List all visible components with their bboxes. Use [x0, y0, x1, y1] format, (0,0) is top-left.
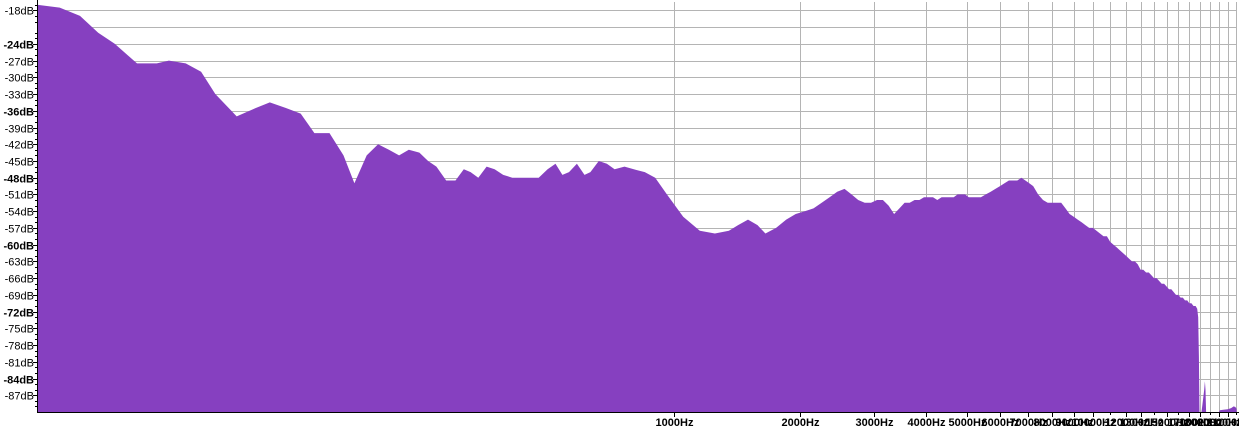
y-tick-label: -66dB	[5, 274, 34, 286]
y-tick-label: -84dB	[3, 375, 34, 387]
y-tick-label: -51dB	[5, 190, 34, 202]
x-tick-label: 3000Hz	[856, 417, 894, 428]
y-tick-label: -78dB	[5, 341, 34, 353]
x-tick-label: 21000Hz	[1206, 417, 1239, 428]
x-tick-label: 4000Hz	[908, 417, 946, 428]
y-tick-label: -87dB	[5, 391, 34, 403]
x-tick-label: 17000Hz	[1167, 417, 1212, 428]
y-tick-label: -36dB	[3, 107, 34, 119]
x-tick-label: 8000Hz	[1034, 417, 1072, 428]
x-tick-label: 1000Hz	[656, 417, 694, 428]
y-tick-label: -45dB	[5, 157, 34, 169]
x-axis: 1000Hz 2000Hz 3000Hz 4000Hz 5000Hz6000Hz7000…	[37, 412, 1239, 428]
x-tick-label: 6000Hz	[982, 417, 1020, 428]
x-tick-label: 15000Hz	[1145, 417, 1190, 428]
y-tick-label: -72dB	[3, 308, 34, 320]
x-tick-label: 12000Hz	[1104, 417, 1149, 428]
y-tick-label: -42dB	[5, 140, 34, 152]
y-tick-label: -27dB	[5, 57, 34, 69]
y-tick-label: -63dB	[5, 257, 34, 269]
y-tick-label: -57dB	[5, 224, 34, 236]
y-tick-label: -24dB	[3, 40, 34, 52]
y-axis: -18dB -24dB -27dB -30dB -33dB -36dB -39dB -42dB…	[3, 0, 38, 413]
y-tick-label: -69dB	[5, 291, 34, 303]
y-tick-label: -18dB	[5, 6, 34, 18]
x-tick-label: 5000Hz	[949, 417, 987, 428]
y-tick-label: -75dB	[5, 324, 34, 336]
x-tick-label: 20000Hz	[1197, 417, 1239, 428]
y-tick-label: -60dB	[3, 241, 34, 253]
x-tick-label: 2000Hz	[782, 417, 820, 428]
spectrum-area	[37, 4, 1237, 413]
y-tick-label: -39dB	[5, 124, 34, 136]
y-tick-label: -33dB	[5, 90, 34, 102]
x-tick-label: 9000Hz	[1056, 417, 1094, 428]
x-tick-label: 7000Hz	[1010, 417, 1048, 428]
x-tick-label: 13000Hz	[1119, 417, 1164, 428]
y-tick-label: -54dB	[5, 207, 34, 219]
x-tick-label: 18000Hz	[1178, 417, 1223, 428]
y-tick-label: -81dB	[5, 358, 34, 370]
x-tick-label: 10000Hz	[1071, 417, 1116, 428]
y-tick-label: -48dB	[3, 174, 34, 186]
y-tick-label: -30dB	[5, 73, 34, 85]
